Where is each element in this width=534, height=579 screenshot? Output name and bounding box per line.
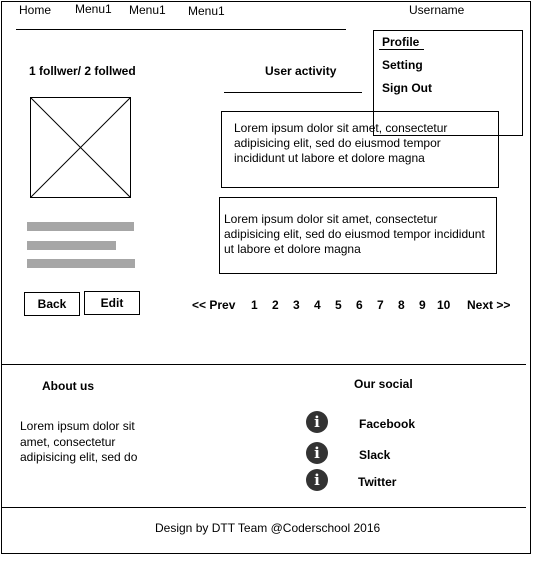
about-text: Lorem ipsum dolor sit amet, consectetur … [20, 419, 138, 464]
activity-post-text: Lorem ipsum dolor sit amet, consectetur … [224, 212, 485, 256]
info-icon: i [306, 469, 328, 491]
activity-post: Lorem ipsum dolor sit amet, consectetur … [221, 111, 499, 188]
pagination-page[interactable]: 6 [356, 298, 363, 312]
page-frame [1, 1, 531, 554]
nav-username[interactable]: Username [409, 3, 465, 17]
pagination-page[interactable]: 5 [335, 298, 342, 312]
pagination-page[interactable]: 9 [419, 298, 426, 312]
social-link-slack[interactable]: Slack [359, 448, 391, 462]
pagination-next[interactable]: Next >> [467, 298, 511, 312]
avatar-placeholder [30, 97, 131, 198]
activity-post-text: Lorem ipsum dolor sit amet, consectetur … [234, 121, 448, 165]
nav-menu-3[interactable]: Menu1 [188, 4, 225, 18]
nav-home-link[interactable]: Home [19, 3, 52, 17]
pagination-page[interactable]: 7 [377, 298, 384, 312]
activity-title-underline [224, 92, 362, 93]
about-title: About us [42, 379, 94, 393]
footer-credit: Design by DTT Team @Coderschool 2016 [155, 521, 381, 535]
pagination-page[interactable]: 1 [251, 298, 258, 312]
nav-menu-2[interactable]: Menu1 [129, 3, 166, 17]
info-icon: i [306, 442, 328, 464]
edit-button[interactable]: Edit [84, 291, 140, 315]
social-title: Our social [354, 377, 413, 391]
footer-divider [1, 364, 526, 365]
dropdown-item-sign-out[interactable]: Sign Out [382, 81, 432, 95]
pagination-page[interactable]: 3 [293, 298, 300, 312]
activity-post: Lorem ipsum dolor sit amet, consectetur … [219, 197, 497, 274]
pagination-prev[interactable]: << Prev [192, 298, 236, 312]
user-dropdown-menu: Profile Setting Sign Out [373, 30, 523, 136]
nav-menu-1[interactable]: Menu1 [75, 2, 112, 16]
dropdown-item-setting[interactable]: Setting [382, 58, 423, 72]
nav-divider [16, 29, 346, 30]
pagination-page[interactable]: 4 [314, 298, 321, 312]
image-placeholder-icon [30, 97, 131, 198]
profile-info-bar [27, 259, 135, 268]
back-button[interactable]: Back [24, 292, 80, 316]
pagination-page[interactable]: 10 [437, 298, 451, 312]
pagination-page[interactable]: 8 [398, 298, 405, 312]
credit-divider [1, 507, 526, 508]
dropdown-item-profile[interactable]: Profile [382, 35, 420, 49]
profile-info-bar [27, 241, 116, 250]
info-icon: i [306, 411, 328, 433]
dropdown-item-underline [379, 49, 424, 50]
social-link-twitter[interactable]: Twitter [358, 475, 397, 489]
profile-info-bar [27, 222, 134, 231]
social-link-facebook[interactable]: Facebook [359, 417, 416, 431]
activity-title: User activity [265, 64, 337, 78]
follow-stats: 1 follwer/ 2 follwed [29, 64, 136, 78]
pagination-page[interactable]: 2 [272, 298, 279, 312]
